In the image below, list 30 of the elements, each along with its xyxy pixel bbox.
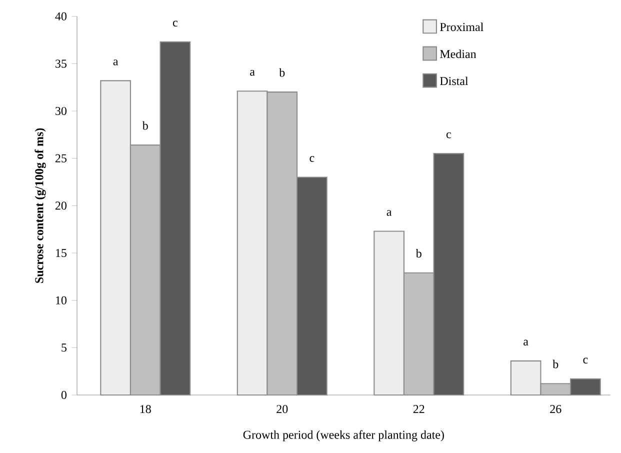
- y-tick-label: 0: [61, 390, 67, 400]
- y-tick-label: 15: [56, 248, 67, 258]
- x-tick-label: 18: [140, 405, 151, 414]
- legend-label: Distal: [440, 76, 468, 86]
- y-tick-label: 40: [55, 12, 67, 20]
- legend-label: Median: [440, 50, 476, 58]
- x-tick-label: 22: [413, 405, 424, 413]
- y-tick-label: 5: [62, 344, 67, 352]
- data-label: a: [524, 340, 528, 346]
- x-axis-title: Growth period (weeks after planting date): [243, 430, 444, 442]
- x-tick-label: 26: [550, 405, 562, 414]
- data-label: b: [416, 249, 422, 258]
- y-axis-title: Sucrose content (g/100g of ms): [34, 128, 46, 283]
- y-tick-label: 25: [55, 154, 67, 162]
- y-tick-label: 20: [55, 202, 67, 210]
- y-tick-label: 10: [56, 296, 67, 304]
- data-label: b: [142, 121, 148, 130]
- data-label: b: [552, 360, 558, 368]
- data-label: a: [250, 70, 255, 76]
- x-tick-label: 20: [276, 405, 288, 414]
- data-label: c: [583, 358, 588, 364]
- data-label: c: [446, 132, 451, 138]
- data-label: c: [172, 20, 178, 27]
- data-label: a: [113, 60, 118, 66]
- legend-label: Proximal: [440, 22, 484, 32]
- data-label: c: [310, 156, 314, 162]
- data-label: b: [279, 68, 285, 77]
- y-tick-label: 35: [56, 60, 67, 68]
- y-tick-label: 30: [56, 106, 67, 116]
- data-label: a: [386, 210, 392, 216]
